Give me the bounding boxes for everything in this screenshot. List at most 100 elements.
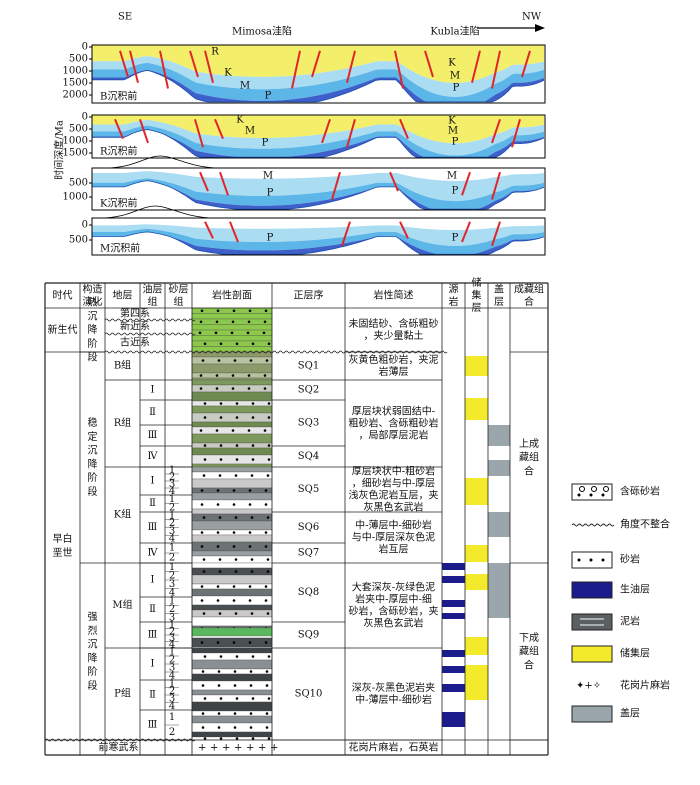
sand-layer: 2 — [169, 727, 175, 738]
sand-dot — [233, 684, 237, 687]
sand-dot — [266, 558, 270, 561]
lithology-bed — [191, 478, 273, 489]
sand-dot — [248, 545, 252, 548]
sand-dot — [249, 712, 253, 715]
sand-dot — [203, 402, 207, 405]
section-base — [92, 129, 545, 158]
sand-dot — [217, 359, 221, 362]
sand-dot — [203, 342, 207, 346]
column-band — [442, 666, 465, 673]
section-layer — [92, 178, 544, 210]
formation: R组 — [114, 416, 132, 429]
sand-layer: 2 — [169, 502, 175, 513]
sand-dot — [251, 342, 255, 346]
oil-group: Ⅱ — [149, 690, 156, 701]
section-layer — [92, 115, 544, 144]
sand-dot — [200, 641, 204, 644]
sand-dot — [203, 655, 207, 658]
legend-swatch — [571, 613, 613, 631]
sand-dot — [232, 599, 236, 602]
granite-symbol: + — [210, 743, 218, 754]
granite-symbol: + — [198, 743, 206, 754]
legend-dot — [601, 558, 605, 562]
lithology-bed — [191, 508, 273, 515]
tick-label: 500 — [69, 178, 88, 189]
lithology-bed — [191, 595, 273, 606]
sand-dot — [216, 599, 220, 602]
sand-dot — [202, 474, 206, 477]
panel-label: K沉积前 — [100, 197, 137, 210]
fault — [491, 50, 501, 89]
fault — [229, 221, 239, 243]
layer-label: P — [452, 186, 459, 197]
lithology-description: 深灰-灰黑色泥岩夹中-薄层中-细砂岩 — [352, 681, 435, 706]
sand-dot — [215, 387, 219, 390]
sand-dot — [251, 655, 255, 658]
sand-dot — [219, 655, 223, 658]
tick-label: 1000 — [63, 66, 88, 77]
fault — [204, 50, 214, 83]
fault — [399, 221, 409, 239]
column-header: 成藏组合 — [514, 282, 544, 308]
lithology-description: 未固结砂、含砾粗砂，夹少量黏土 — [349, 317, 439, 342]
lithology-bed — [191, 520, 273, 531]
oil-group: Ⅲ — [148, 430, 158, 441]
paleo-high — [104, 155, 221, 169]
paleo-high — [99, 205, 216, 219]
sequence: SQ8 — [298, 587, 319, 598]
lithology-bed — [191, 421, 273, 428]
sand-dot — [200, 309, 204, 313]
formation: M组 — [112, 598, 132, 611]
fault — [219, 171, 229, 196]
legend-label: 含砾砂岩 — [620, 485, 660, 498]
column-header: 时代 — [53, 289, 73, 301]
column-header: 油层组 — [143, 282, 163, 308]
sand-dot — [267, 444, 271, 447]
sand-dot — [248, 489, 252, 492]
sand-dot — [235, 458, 239, 461]
layer-label: K — [236, 115, 244, 126]
fault — [424, 50, 434, 78]
oil-group: Ⅲ — [148, 630, 158, 641]
sequence: SQ10 — [295, 689, 323, 700]
sequence: SQ3 — [298, 418, 319, 429]
sand-layer: 1 — [169, 510, 175, 521]
lithology-bed — [191, 673, 273, 682]
legend-label: 砂岩 — [620, 553, 640, 566]
sand-dot — [232, 585, 236, 588]
panel-label: M沉积前 — [100, 242, 140, 255]
lithology-column — [191, 307, 273, 756]
sand-dot — [201, 726, 205, 729]
section-layer — [92, 180, 544, 210]
sand-dot — [203, 737, 207, 740]
sand-dot — [266, 474, 270, 477]
lithology-bed — [191, 363, 273, 374]
lithology-bed — [191, 647, 273, 654]
sand-dot — [250, 570, 254, 573]
granite-symbol: + — [246, 743, 254, 754]
sand-dot — [235, 697, 239, 700]
formation: K组 — [114, 508, 131, 521]
era: 早白垩世 — [53, 532, 73, 559]
granite-symbol: + — [222, 743, 230, 754]
sand-dot — [217, 670, 221, 673]
sand-dot — [202, 570, 206, 573]
sand-dot — [249, 726, 253, 729]
layer-label: M — [448, 126, 458, 137]
sand-layer: 2 — [169, 570, 175, 581]
granite-symbol: + — [234, 743, 242, 754]
sand-dot — [233, 670, 237, 673]
lithology-bed — [191, 466, 273, 473]
column-band — [442, 576, 465, 583]
sand-dot — [267, 342, 271, 346]
legend-pebble — [591, 486, 597, 492]
layer-label: M — [240, 81, 250, 92]
tectonic-stage: 热沉降阶段 — [88, 295, 98, 363]
sand-layer: 1 — [169, 712, 175, 723]
sand-dot — [230, 331, 234, 335]
sand-dot — [231, 374, 235, 377]
tectonic-stage: 稳定沉降阶段 — [88, 416, 98, 498]
sand-dot — [248, 641, 252, 644]
section-panel — [92, 45, 545, 103]
